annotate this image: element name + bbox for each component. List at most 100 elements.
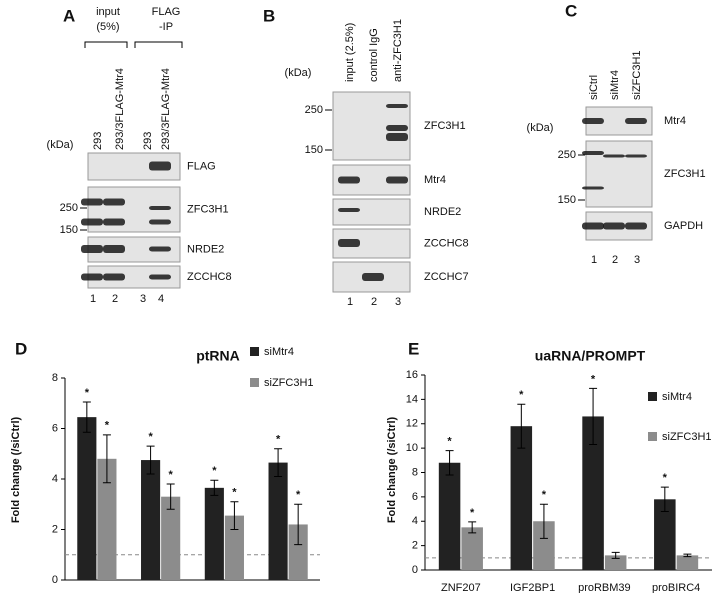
significance-mark: * [232,487,237,499]
band [338,239,360,247]
kda-label: (kDa) [527,122,554,134]
band [386,133,408,141]
protein-label: ZFC3H1 [664,168,706,180]
band [386,176,408,184]
band [582,151,604,155]
error-bar [102,434,111,484]
band [603,154,625,158]
bar [533,521,555,570]
y-tick-label: 6 [52,422,58,434]
x-tick-label: ZNF207 [441,582,481,593]
y-axis-label: Fold change (/siCtrl) [10,416,22,523]
bar [97,458,117,580]
protein-label: ZFC3H1 [424,120,466,132]
band [149,274,171,280]
bracket [134,41,183,48]
chart-title: ptRNA [196,348,240,364]
legend-swatch [250,347,259,356]
y-tick-label: 14 [406,393,418,405]
legend-swatch [250,378,259,387]
y-tick-label: 4 [412,515,418,527]
band [81,218,103,226]
error-bar [166,483,175,510]
protein-label: ZCCHC8 [424,237,469,249]
kda-marker: 250 [305,104,323,116]
protein-label: ZFC3H1 [187,203,229,215]
significance-mark: * [591,373,596,385]
lane-number: 2 [612,254,618,266]
lane-number: 1 [591,254,597,266]
lane-label: 293 [142,132,154,150]
error-bar [660,486,669,512]
bar [510,426,533,570]
y-tick-label: 0 [412,564,418,576]
bar [204,487,224,580]
protein-label: NRDE2 [424,206,461,218]
lane-number: 1 [347,296,353,308]
kda-marker: 150 [305,144,323,156]
band [625,154,647,158]
significance-mark: * [212,465,217,477]
band [149,246,171,252]
lane-label: anti-ZFC3H1 [392,19,404,82]
panel-letter: D [15,339,27,358]
band [625,118,647,124]
significance-mark: * [85,387,90,399]
y-tick-label: 12 [406,418,418,430]
y-tick-label: 0 [52,574,58,586]
lane-number: 4 [158,293,164,305]
significance-mark: * [296,489,301,501]
significance-mark: * [447,435,452,447]
significance-mark: * [276,434,281,446]
band [625,222,647,230]
group-label: FLAG [152,6,181,18]
x-tick-label: proBIRC4 [652,582,700,593]
band [103,218,125,226]
band [338,208,360,212]
bar [77,417,97,580]
error-bar [468,521,477,534]
band [362,273,384,281]
y-tick-label: 2 [52,523,58,535]
bar [654,499,676,570]
bracket [84,41,128,48]
band [81,245,103,253]
x-tick-label: DAP [277,592,300,593]
kda-marker: 250 [558,149,576,161]
error-bar [230,501,239,530]
significance-mark: * [148,431,153,443]
error-bar [274,448,283,477]
significance-mark: * [470,507,475,519]
lane-label: 293/3FLAG-Mtr4 [160,68,172,150]
bar [676,555,699,570]
lane-label: control IgG [368,28,380,82]
bar [224,515,244,580]
x-tick-label: CSTF3 [79,592,114,593]
band [603,222,625,230]
lane-number: 2 [371,296,377,308]
legend-label: siZFC3H1 [264,377,314,389]
y-tick-label: 8 [52,372,58,384]
x-tick-label: IGF2BP1 [510,582,555,593]
y-tick-label: 6 [412,491,418,503]
kda-label: (kDa) [285,67,312,79]
group-label: (5%) [96,21,119,33]
lane-label: input (2.5%) [344,23,356,82]
kda-label: (kDa) [47,139,74,151]
lane-number: 3 [634,254,640,266]
x-tick-label: proRBM39 [578,582,631,593]
error-bar [589,387,598,445]
chart-title: uaRNA/PROMPT [535,348,646,364]
panel-letter: C [565,1,577,20]
legend-swatch [648,432,657,441]
error-bar [294,503,303,546]
error-bar [210,479,219,496]
protein-label: ZCCHC8 [187,271,232,283]
band [81,198,103,206]
lane-number: 3 [140,293,146,305]
protein-label: Mtr4 [664,115,686,127]
bar [288,524,308,580]
band [582,222,604,230]
kda-marker: 150 [558,194,576,206]
